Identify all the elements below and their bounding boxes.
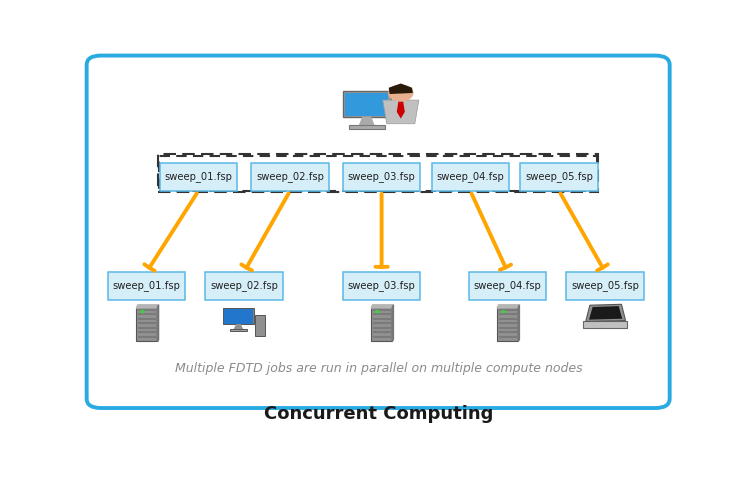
FancyBboxPatch shape (499, 318, 517, 320)
FancyBboxPatch shape (520, 163, 598, 191)
FancyBboxPatch shape (372, 313, 391, 315)
FancyBboxPatch shape (499, 331, 517, 333)
FancyBboxPatch shape (230, 329, 247, 331)
Polygon shape (392, 305, 393, 342)
FancyBboxPatch shape (499, 308, 517, 311)
FancyBboxPatch shape (469, 272, 546, 300)
FancyBboxPatch shape (108, 272, 185, 300)
Text: sweep_05.fsp: sweep_05.fsp (525, 171, 593, 183)
FancyBboxPatch shape (566, 272, 644, 300)
Polygon shape (389, 83, 413, 94)
FancyBboxPatch shape (371, 308, 392, 342)
FancyBboxPatch shape (499, 313, 517, 315)
Polygon shape (234, 325, 242, 329)
Text: Concurrent Computing: Concurrent Computing (264, 405, 494, 423)
Circle shape (389, 85, 413, 101)
Text: sweep_04.fsp: sweep_04.fsp (437, 171, 504, 183)
FancyBboxPatch shape (137, 331, 157, 333)
FancyBboxPatch shape (343, 91, 391, 117)
FancyBboxPatch shape (137, 336, 157, 338)
FancyBboxPatch shape (86, 56, 670, 408)
FancyBboxPatch shape (343, 272, 420, 300)
FancyBboxPatch shape (251, 163, 329, 191)
FancyBboxPatch shape (497, 308, 518, 342)
Circle shape (141, 310, 144, 313)
Polygon shape (589, 306, 622, 320)
Text: Multiple FDTD jobs are run in parallel on multiple compute nodes: Multiple FDTD jobs are run in parallel o… (175, 362, 582, 375)
Polygon shape (518, 305, 520, 342)
FancyBboxPatch shape (372, 326, 391, 329)
FancyBboxPatch shape (372, 309, 393, 343)
FancyBboxPatch shape (499, 309, 520, 343)
Text: sweep_01.fsp: sweep_01.fsp (113, 281, 181, 291)
FancyBboxPatch shape (137, 308, 157, 311)
FancyBboxPatch shape (137, 322, 157, 325)
Polygon shape (371, 305, 393, 308)
FancyBboxPatch shape (372, 331, 391, 333)
FancyBboxPatch shape (499, 322, 517, 325)
Polygon shape (136, 305, 159, 308)
FancyBboxPatch shape (372, 322, 391, 325)
Polygon shape (359, 117, 374, 125)
FancyBboxPatch shape (432, 163, 509, 191)
FancyBboxPatch shape (343, 163, 420, 191)
Polygon shape (383, 100, 419, 124)
Text: sweep_02.fsp: sweep_02.fsp (210, 281, 278, 291)
FancyBboxPatch shape (345, 93, 389, 116)
Circle shape (502, 310, 505, 313)
Text: sweep_02.fsp: sweep_02.fsp (256, 171, 324, 183)
FancyBboxPatch shape (137, 318, 157, 320)
FancyBboxPatch shape (372, 336, 391, 338)
Polygon shape (586, 305, 626, 322)
FancyBboxPatch shape (136, 308, 157, 342)
FancyBboxPatch shape (137, 309, 159, 343)
FancyBboxPatch shape (205, 272, 283, 300)
Polygon shape (497, 305, 520, 308)
FancyBboxPatch shape (349, 125, 385, 129)
Text: sweep_03.fsp: sweep_03.fsp (348, 281, 415, 291)
FancyBboxPatch shape (583, 322, 627, 328)
FancyBboxPatch shape (137, 326, 157, 329)
FancyBboxPatch shape (222, 307, 254, 325)
FancyBboxPatch shape (499, 326, 517, 329)
Circle shape (376, 310, 379, 313)
FancyBboxPatch shape (224, 309, 253, 324)
FancyBboxPatch shape (372, 318, 391, 320)
Polygon shape (397, 102, 405, 119)
FancyBboxPatch shape (372, 308, 391, 311)
Polygon shape (157, 305, 159, 342)
FancyBboxPatch shape (160, 163, 237, 191)
Text: sweep_04.fsp: sweep_04.fsp (474, 281, 542, 291)
Text: sweep_05.fsp: sweep_05.fsp (571, 281, 639, 291)
Text: sweep_03.fsp: sweep_03.fsp (348, 171, 415, 183)
FancyBboxPatch shape (137, 313, 157, 315)
FancyBboxPatch shape (499, 336, 517, 338)
FancyBboxPatch shape (255, 315, 265, 336)
Text: sweep_01.fsp: sweep_01.fsp (164, 171, 232, 183)
